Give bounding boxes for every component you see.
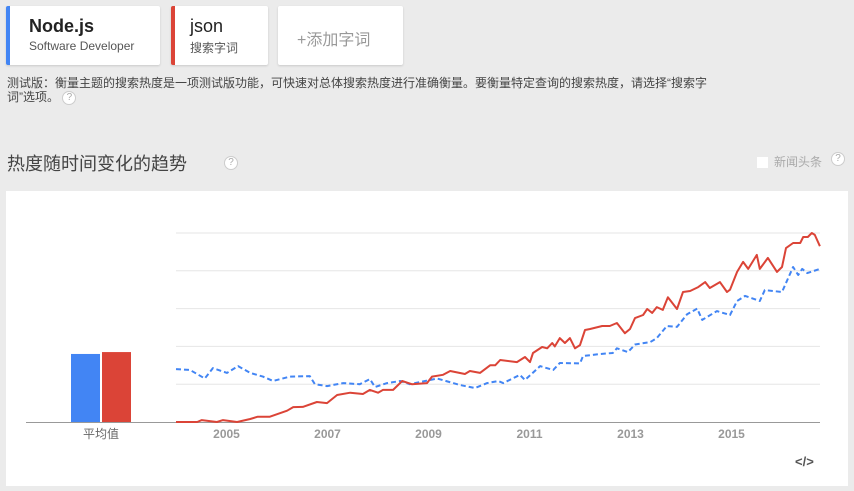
x-tick-label: 2015 <box>718 427 745 441</box>
term-title: Node.js <box>29 16 95 36</box>
help-icon[interactable]: ? <box>831 152 845 166</box>
term-subtitle: Software Developer <box>29 39 135 53</box>
series-line-json <box>176 232 821 423</box>
series-line-nodejs <box>175 266 821 389</box>
x-tick-label: 2009 <box>415 427 442 441</box>
news-headlines-label: 新闻头条 <box>774 155 823 169</box>
x-tick-label: 2007 <box>314 427 341 441</box>
average-label: 平均值 <box>83 426 119 441</box>
news-headlines-checkbox[interactable] <box>757 157 768 169</box>
x-tick-label: 2005 <box>213 427 240 441</box>
term-card-json[interactable]: json 搜索字词 <box>171 6 268 65</box>
help-icon[interactable]: ? <box>224 156 238 170</box>
section-title: 热度随时间变化的趋势 <box>7 154 187 174</box>
help-icon[interactable]: ? <box>62 90 77 105</box>
news-headlines-toggle[interactable]: 新闻头条 <box>757 153 822 170</box>
term-title: json <box>190 16 224 36</box>
beta-notice: 测试版：衡量主题的搜索热度是一项测试版功能，可快速对总体搜索热度进行准确衡量。要… <box>7 76 707 105</box>
term-card-nodejs[interactable]: Node.js Software Developer <box>6 6 160 65</box>
x-tick-label: 2013 <box>617 427 644 441</box>
add-term-button[interactable]: +添加字词 <box>278 6 403 65</box>
x-tick-label: 2011 <box>516 427 542 441</box>
embed-code-icon[interactable]: </> <box>795 454 814 469</box>
chart-panel <box>6 191 848 486</box>
beta-notice-text: 测试版：衡量主题的搜索热度是一项测试版功能，可快速对总体搜索热度进行准确衡量。要… <box>7 76 708 104</box>
add-term-label: +添加字词 <box>297 32 371 49</box>
average-bar-json <box>102 352 131 422</box>
term-subtitle: 搜索字词 <box>190 41 239 55</box>
average-bar-nodejs <box>71 353 100 422</box>
